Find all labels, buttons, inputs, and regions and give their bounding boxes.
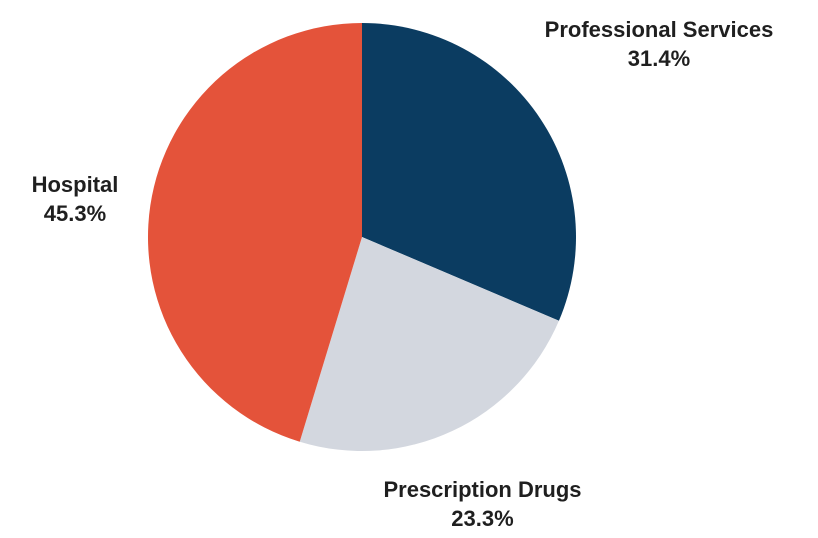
pie-slice-hospital bbox=[147, 23, 362, 442]
pie-slices bbox=[147, 23, 576, 452]
slice-value-hospital: 45.3% bbox=[43, 201, 107, 226]
slice-label-hospital: Hospital 45.3% bbox=[10, 170, 140, 228]
slice-label-professional-services: Professional Services 31.4% bbox=[514, 15, 804, 73]
slice-name-prescription-drugs: Prescription Drugs bbox=[383, 477, 582, 502]
pie-slice-prescription-drugs bbox=[299, 237, 559, 452]
slice-name-professional-services: Professional Services bbox=[544, 17, 774, 42]
pie-slice-professional-services bbox=[362, 23, 576, 321]
slice-name-hospital: Hospital bbox=[31, 172, 119, 197]
slice-value-prescription-drugs: 23.3% bbox=[451, 506, 514, 531]
slice-value-professional-services: 31.4% bbox=[627, 46, 691, 71]
slice-label-prescription-drugs: Prescription Drugs 23.3% bbox=[355, 475, 610, 533]
